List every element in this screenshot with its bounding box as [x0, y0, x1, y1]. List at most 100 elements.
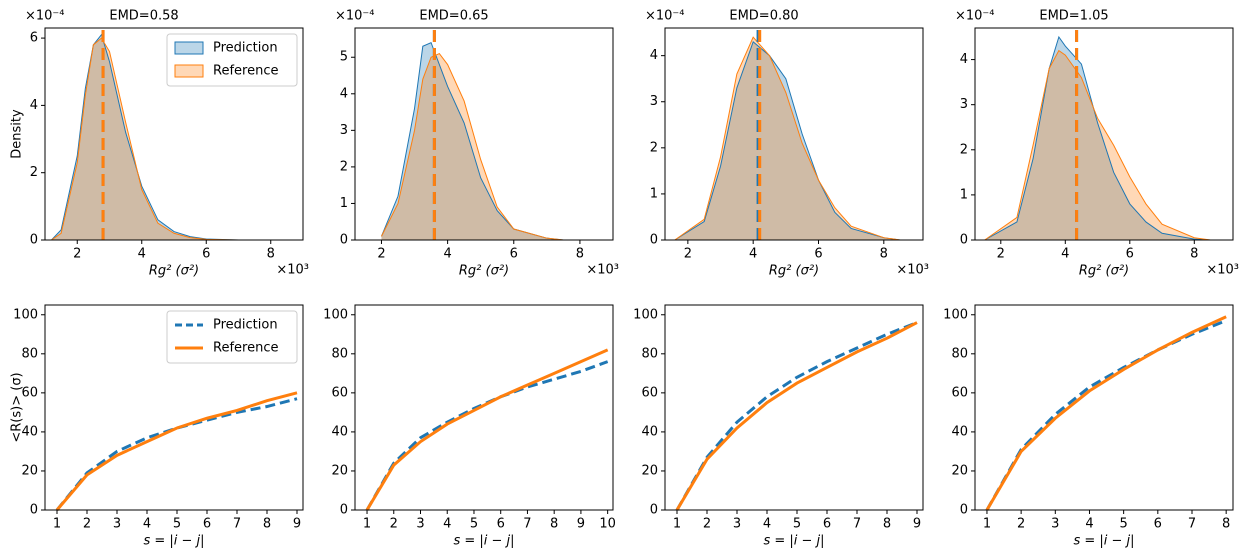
- x-offset-label: ×10³: [896, 263, 929, 278]
- y-tick-label: 100: [13, 307, 38, 322]
- x-tick-label: 2: [703, 517, 711, 532]
- x-axis-label: s = |i − j|: [1073, 534, 1134, 549]
- x-tick-label: 6: [814, 247, 822, 262]
- x-tick-label: 4: [138, 247, 146, 262]
- y-tick-label: 60: [641, 385, 658, 400]
- y-tick-label: 20: [331, 463, 348, 478]
- y-tick-label: 1: [340, 196, 348, 211]
- x-tick-label: 4: [1085, 517, 1093, 532]
- x-tick-label: 9: [577, 517, 585, 532]
- y-tick-label: 0: [30, 503, 38, 518]
- y-tick-label: 0: [340, 233, 348, 248]
- chart-title: EMD=1.05: [1039, 9, 1108, 24]
- y-tick-label: 4: [340, 86, 348, 101]
- y-tick-label: 40: [951, 424, 968, 439]
- x-axis-label: Rg² (σ²): [1079, 264, 1129, 279]
- x-tick-label: 4: [763, 517, 771, 532]
- x-tick-label: 1: [983, 517, 991, 532]
- x-tick-label: 8: [576, 247, 584, 262]
- density-line: [674, 36, 901, 241]
- plot-frame: [44, 304, 304, 511]
- chart-title: EMD=0.80: [729, 9, 798, 24]
- legend-box: [166, 33, 298, 87]
- x-tick-label: 9: [293, 517, 301, 532]
- y-tick-label: 100: [633, 307, 658, 322]
- x-axis-label: Rg² (σ²): [769, 264, 819, 279]
- y-tick-label: 80: [21, 346, 38, 361]
- x-tick-label: 7: [853, 517, 861, 532]
- y-tick-label: 2: [340, 159, 348, 174]
- x-tick-label: 1: [53, 517, 61, 532]
- x-tick-label: 6: [202, 247, 210, 262]
- x-tick-label: 2: [73, 247, 81, 262]
- series-line: [365, 360, 609, 511]
- legend-label: Prediction: [213, 318, 278, 333]
- y-tick-label: 0: [650, 503, 658, 518]
- series-line: [55, 391, 298, 511]
- series-line: [985, 315, 1227, 511]
- x-tick-label: 6: [497, 517, 505, 532]
- x-tick-label: 4: [749, 247, 757, 262]
- legend-label: Prediction: [213, 41, 278, 56]
- y-offset-label: ×10⁻⁴: [955, 9, 995, 24]
- y-offset-label: ×10⁻⁴: [25, 9, 65, 24]
- y-offset-label: ×10⁻⁴: [645, 9, 685, 24]
- y-tick-label: 40: [21, 424, 38, 439]
- x-tick-label: 3: [733, 517, 741, 532]
- x-tick-label: 8: [880, 247, 888, 262]
- plot-frame: [354, 304, 614, 511]
- x-tick-label: 8: [1190, 247, 1198, 262]
- x-axis-label: s = |i − j|: [453, 534, 514, 549]
- x-tick-label: 8: [1222, 517, 1230, 532]
- y-axis-label: Density: [10, 109, 25, 159]
- y-tick-label: 40: [641, 424, 658, 439]
- y-tick-label: 1: [960, 187, 968, 202]
- x-axis-label: Rg² (σ²): [149, 264, 199, 279]
- x-tick-label: 6: [823, 517, 831, 532]
- plot-frame: [664, 304, 924, 511]
- x-tick-label: 6: [203, 517, 211, 532]
- density-line: [984, 49, 1211, 241]
- density-line: [674, 40, 901, 241]
- y-tick-label: 4: [650, 48, 658, 63]
- area-fill: [51, 34, 239, 240]
- plot-frame: [354, 27, 614, 241]
- area-fill: [674, 37, 901, 240]
- y-tick-label: 2: [30, 165, 38, 180]
- x-tick-label: 7: [233, 517, 241, 532]
- x-tick-label: 9: [913, 517, 921, 532]
- area-fill: [51, 38, 239, 240]
- y-tick-label: 20: [21, 463, 38, 478]
- plot-frame: [664, 27, 924, 241]
- x-tick-label: 2: [377, 247, 385, 262]
- x-tick-label: 8: [550, 517, 558, 532]
- y-tick-label: 80: [641, 346, 658, 361]
- legend-label: Reference: [213, 64, 278, 79]
- x-axis-label: Rg² (σ²): [459, 264, 509, 279]
- x-tick-label: 8: [267, 247, 275, 262]
- y-tick-label: 6: [30, 31, 38, 46]
- y-tick-label: 0: [650, 233, 658, 248]
- x-tick-label: 2: [390, 517, 398, 532]
- x-axis-label: s = |i − j|: [143, 534, 204, 549]
- series-line: [365, 348, 609, 511]
- x-tick-label: 10: [599, 517, 616, 532]
- density-line: [51, 33, 239, 241]
- series-line: [985, 319, 1227, 511]
- x-tick-label: 4: [443, 247, 451, 262]
- x-tick-label: 6: [1154, 517, 1162, 532]
- y-tick-label: 40: [331, 424, 348, 439]
- area-fill: [381, 42, 564, 240]
- y-tick-label: 80: [951, 346, 968, 361]
- x-axis-label: s = |i − j|: [763, 534, 824, 549]
- y-tick-label: 80: [331, 346, 348, 361]
- x-tick-label: 5: [470, 517, 478, 532]
- y-tick-label: 5: [340, 50, 348, 65]
- x-tick-label: 2: [83, 517, 91, 532]
- x-offset-label: ×10³: [586, 263, 619, 278]
- y-tick-label: 0: [960, 503, 968, 518]
- y-tick-label: 60: [21, 385, 38, 400]
- x-tick-label: 2: [997, 247, 1005, 262]
- x-tick-label: 3: [416, 517, 424, 532]
- y-tick-label: 60: [331, 385, 348, 400]
